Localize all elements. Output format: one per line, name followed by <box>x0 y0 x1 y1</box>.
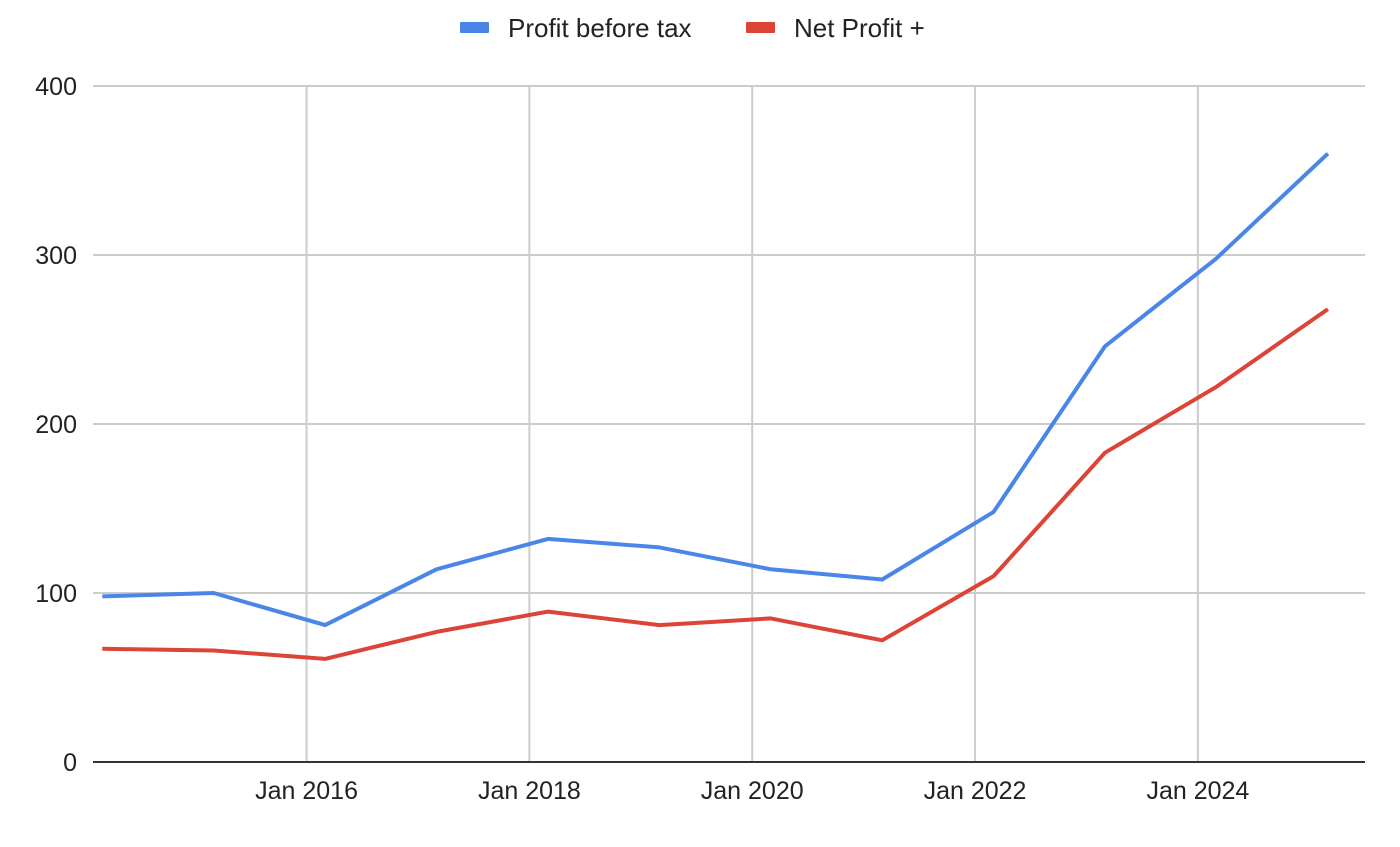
legend-label: Net Profit + <box>794 13 925 43</box>
y-tick-label: 0 <box>63 749 77 777</box>
x-tick-label: Jan 2024 <box>1146 777 1249 805</box>
series-line-net-profit <box>102 307 1330 661</box>
legend-label: Profit before tax <box>508 13 692 43</box>
x-tick-label: Jan 2020 <box>701 777 804 805</box>
y-tick-label: 200 <box>35 411 77 439</box>
series-line-profit-before-tax <box>102 152 1330 628</box>
x-tick-label: Jan 2018 <box>478 777 581 805</box>
legend-item-net-profit[interactable]: Net Profit + <box>746 13 925 43</box>
y-axis-ticks: 0 100 200 300 400 <box>35 73 77 777</box>
x-axis-ticks: Jan 2016 Jan 2018 Jan 2020 Jan 2022 Jan 2024 <box>255 777 1249 805</box>
y-tick-label: 100 <box>35 580 77 608</box>
x-tick-label: Jan 2016 <box>255 777 358 805</box>
legend-swatch <box>746 22 775 33</box>
y-tick-label: 400 <box>35 73 77 101</box>
y-tick-label: 300 <box>35 242 77 270</box>
legend[interactable]: Profit before tax Net Profit + <box>460 13 925 43</box>
x-tick-label: Jan 2022 <box>924 777 1027 805</box>
legend-swatch <box>460 22 489 33</box>
series-lines <box>102 152 1330 661</box>
gridlines <box>93 85 1365 762</box>
legend-item-profit-before-tax[interactable]: Profit before tax <box>460 13 692 43</box>
